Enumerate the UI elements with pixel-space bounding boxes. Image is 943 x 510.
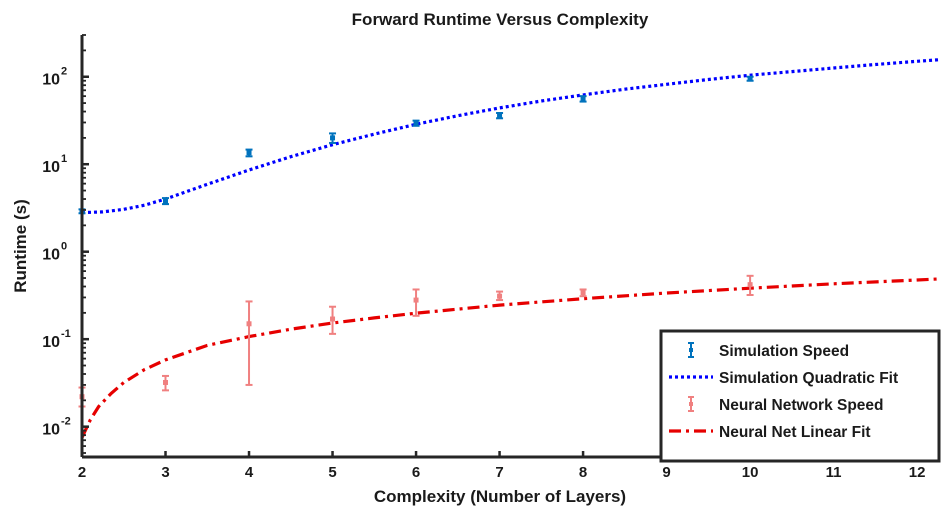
data-marker (413, 120, 419, 126)
x-tick-label: 6 (412, 464, 420, 481)
neural-network-speed-point (245, 300, 253, 386)
x-tick-label: 12 (909, 464, 926, 481)
data-marker (580, 96, 586, 102)
x-tick-label: 7 (495, 464, 503, 481)
simulation-speed-point (746, 75, 754, 82)
legend-label: Neural Net Linear Fit (719, 424, 871, 441)
y-tick-label: 10 (42, 247, 60, 264)
simulation-speed-point (412, 119, 420, 127)
x-tick-label: 3 (161, 464, 169, 481)
data-marker (497, 113, 503, 119)
legend-box (659, 329, 941, 463)
y-tick-exponent: 1 (61, 153, 67, 165)
y-tick-label: 10 (42, 422, 60, 439)
x-tick-label: 9 (662, 464, 670, 481)
x-tick-label: 4 (245, 464, 254, 481)
simulation-speed-point (245, 148, 253, 158)
neural-network-speed-point (579, 288, 587, 298)
neural-network-speed-point (412, 288, 420, 317)
data-marker (163, 198, 169, 204)
x-tick-label: 11 (826, 464, 842, 481)
simulation-quadratic-fit-line (81, 58, 939, 215)
legend-entry: Simulation Quadratic Fit (669, 370, 898, 387)
legend-label: Neural Network Speed (719, 397, 884, 414)
y-tick-label: 10 (42, 72, 60, 89)
legend-label: Simulation Speed (719, 343, 849, 360)
legend-swatch-marker (689, 348, 693, 352)
y-tick-exponent: 2 (61, 66, 67, 78)
legend-swatch-marker (689, 402, 693, 406)
data-marker (747, 76, 753, 82)
y-tick-exponent: -2 (61, 416, 71, 428)
x-tick-label: 5 (328, 464, 336, 481)
data-marker (246, 150, 252, 156)
x-tick-label: 2 (78, 464, 86, 481)
data-marker (330, 316, 336, 322)
neural-network-speed-point (496, 290, 504, 302)
neural-network-speed-point (162, 374, 170, 392)
neural-net-linear-fit-line (80, 277, 939, 439)
y-tick-label: 10 (42, 334, 60, 351)
y-tick-label: 10 (42, 159, 60, 176)
plot-series-group (78, 58, 939, 439)
x-tick-label: 10 (742, 464, 759, 481)
x-tick-label: 8 (579, 464, 587, 481)
x-axis-label: Complexity (Number of Layers) (374, 487, 626, 506)
simulation-speed-point (329, 132, 337, 144)
data-marker (747, 282, 753, 288)
neural-network-speed-point (746, 274, 754, 296)
data-marker (163, 379, 169, 385)
data-marker (413, 297, 419, 303)
y-tick-exponent: -1 (61, 328, 71, 340)
legend-entry: Neural Net Linear Fit (669, 424, 871, 441)
data-marker (497, 293, 503, 299)
chart-title: Forward Runtime Versus Complexity (352, 10, 649, 29)
data-marker (330, 135, 336, 141)
legend: Simulation Speed Simulation Quadratic Fit… (659, 329, 941, 463)
simulation-speed-point (579, 95, 587, 103)
data-marker (246, 321, 252, 327)
neural-network-speed-point (329, 305, 337, 335)
simulation-speed-point (496, 112, 504, 120)
data-marker (580, 290, 586, 296)
legend-label: Simulation Quadratic Fit (719, 370, 898, 387)
y-tick-exponent: 0 (61, 241, 67, 253)
legend-entry: Neural Network Speed (688, 396, 884, 414)
simulation-speed-point (162, 197, 170, 206)
y-axis-label: Runtime (s) (11, 199, 30, 293)
legend-entry: Simulation Speed (688, 342, 849, 360)
